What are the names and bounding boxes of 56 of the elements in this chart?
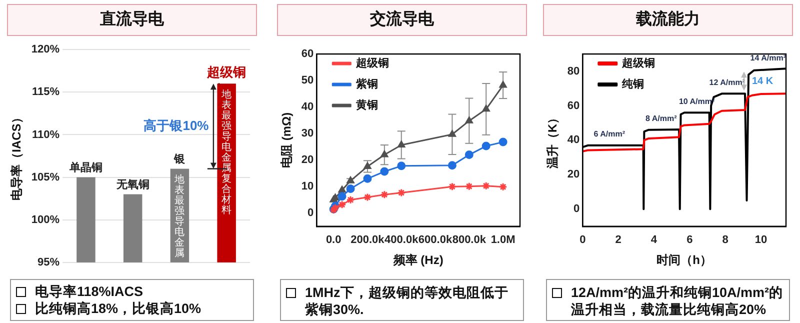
x-tick-label: 银: [173, 153, 186, 166]
legend-label: 纯铜: [621, 78, 644, 91]
chart-title: 载流能力: [543, 4, 793, 36]
x-axis-title: 时间（h）: [656, 253, 712, 268]
y-tick-label: 100%: [31, 214, 60, 226]
x-axis-title: 频率 (Hz): [392, 253, 444, 268]
text: 12A/mm²的温升和纯铜10A/mm²的温升相当，载流量比纯铜高20%: [571, 284, 784, 318]
annotation: 8 A/mm²: [645, 114, 678, 124]
x-tick-label: 单晶铜: [68, 160, 102, 174]
y-tick-label: 50: [301, 74, 314, 87]
y-tick-label: 0: [574, 203, 580, 216]
y-tick-label: 95%: [38, 256, 60, 268]
y-tick-label: 110%: [32, 128, 60, 141]
x-tick-label: 8: [722, 234, 728, 246]
y-tick-label: 80: [567, 65, 580, 78]
x-tick-label: 400.0k: [384, 234, 420, 246]
y-tick-label: 20: [301, 154, 314, 166]
annotation: 地表最强导电金属: [174, 174, 185, 260]
x-tick-label: 600.0k: [418, 234, 453, 246]
y-axis-title: 电阻 (mΩ): [280, 112, 294, 168]
legend-label: 超级铜: [355, 56, 390, 70]
annotation: 6 A/mm²: [594, 130, 626, 139]
x-tick-label: 2: [615, 234, 622, 246]
y-tick-label: 40: [567, 134, 580, 146]
x-tick-label: 无氧铜: [115, 178, 150, 191]
text: 1MHz下，超级铜的等效电阻低于紫铜30%.: [305, 284, 510, 318]
x-tick-label: 6: [686, 234, 693, 246]
y-axis-title: 温升（K）: [546, 112, 560, 170]
annotation: 12 A/mm²: [709, 78, 746, 87]
legend-label: 超级铜: [621, 56, 656, 70]
x-tick-label: 1.0M: [490, 234, 516, 246]
y-axis-title: 电导率（IACS）: [10, 112, 24, 200]
legend-label: 黄铜: [355, 98, 378, 112]
chart-title: 直流导电: [7, 4, 257, 36]
text: 比纯铜高18%，比银高10%: [35, 300, 202, 317]
chart-title: 交流导电: [277, 4, 527, 36]
y-tick-label: 10: [301, 180, 314, 193]
y-tick-label: 60: [567, 100, 580, 112]
x-tick-label: 4: [650, 234, 658, 246]
legend-label: 紫铜: [355, 78, 378, 91]
x-tick-label: 10: [754, 234, 768, 246]
x-tick-label: 800.0k: [452, 234, 487, 246]
y-tick-label: 105%: [31, 171, 60, 184]
y-tick-label: 0: [308, 207, 314, 220]
y-tick-label: 115%: [32, 86, 60, 98]
x-tick-label: 200.0k: [350, 234, 386, 246]
y-tick-label: 120%: [31, 44, 60, 56]
y-tick-label: 30: [301, 128, 314, 140]
annotation: 高于银10%: [144, 118, 210, 133]
text: 电导率118%IACS: [35, 283, 144, 300]
text: 地表最强导电金属复合材料: [222, 89, 232, 216]
y-tick-label: 20: [567, 168, 580, 181]
y-tick-label: 60: [301, 48, 314, 60]
x-tick-label: 0.0: [326, 234, 342, 246]
y-tick-label: 40: [301, 101, 314, 114]
annotation: 14 K: [752, 76, 774, 87]
